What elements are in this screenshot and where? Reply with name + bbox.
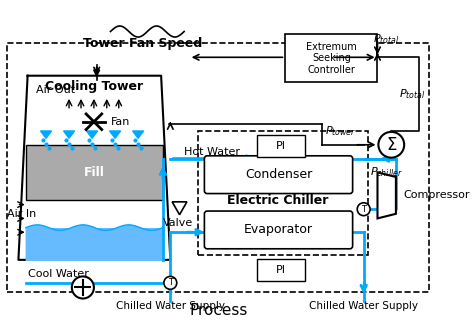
FancyBboxPatch shape (257, 135, 305, 157)
Text: Evaporator: Evaporator (244, 223, 313, 236)
Text: Electric Chiller: Electric Chiller (228, 193, 329, 207)
Text: Fan: Fan (110, 117, 130, 127)
Text: T: T (361, 205, 366, 214)
Circle shape (72, 277, 94, 299)
Text: $P_{total}$: $P_{total}$ (374, 32, 400, 46)
Text: Cooling Tower: Cooling Tower (46, 80, 144, 93)
Polygon shape (377, 172, 396, 218)
Polygon shape (64, 131, 74, 138)
Text: Σ: Σ (386, 136, 397, 154)
FancyBboxPatch shape (204, 156, 353, 194)
Text: Process: Process (189, 303, 247, 318)
Text: PI: PI (276, 265, 286, 275)
FancyBboxPatch shape (204, 211, 353, 249)
Text: T: T (168, 279, 173, 287)
Text: Air Out: Air Out (36, 84, 75, 94)
Text: Chilled Water Supply: Chilled Water Supply (309, 301, 418, 311)
Text: PI: PI (276, 141, 286, 151)
Text: $P_{tower}$: $P_{tower}$ (325, 124, 356, 138)
Text: Hot Water: Hot Water (184, 147, 240, 157)
Text: Tower Fan Speed: Tower Fan Speed (83, 37, 202, 50)
Text: $P_{chiller}$: $P_{chiller}$ (370, 165, 403, 179)
Text: Extremum
Seeking
Controller: Extremum Seeking Controller (306, 42, 357, 75)
Bar (26, 228, 163, 260)
FancyBboxPatch shape (285, 34, 377, 82)
Bar (26, 145, 163, 200)
Polygon shape (172, 202, 187, 215)
Text: Chilled Water Supply: Chilled Water Supply (116, 301, 225, 311)
Text: Valve: Valve (163, 218, 193, 228)
Text: Air In: Air In (8, 209, 36, 219)
Circle shape (357, 203, 370, 215)
Text: Compressor: Compressor (403, 190, 470, 200)
Circle shape (164, 277, 177, 289)
FancyBboxPatch shape (257, 259, 305, 281)
Polygon shape (133, 131, 144, 138)
Circle shape (378, 132, 404, 158)
Polygon shape (109, 131, 120, 138)
Text: Condenser: Condenser (245, 168, 312, 181)
Polygon shape (87, 131, 98, 138)
Text: Cool Water: Cool Water (27, 269, 89, 279)
Text: Fill: Fill (84, 166, 105, 179)
Text: $P_{total}$: $P_{total}$ (399, 87, 426, 101)
Polygon shape (40, 131, 52, 138)
